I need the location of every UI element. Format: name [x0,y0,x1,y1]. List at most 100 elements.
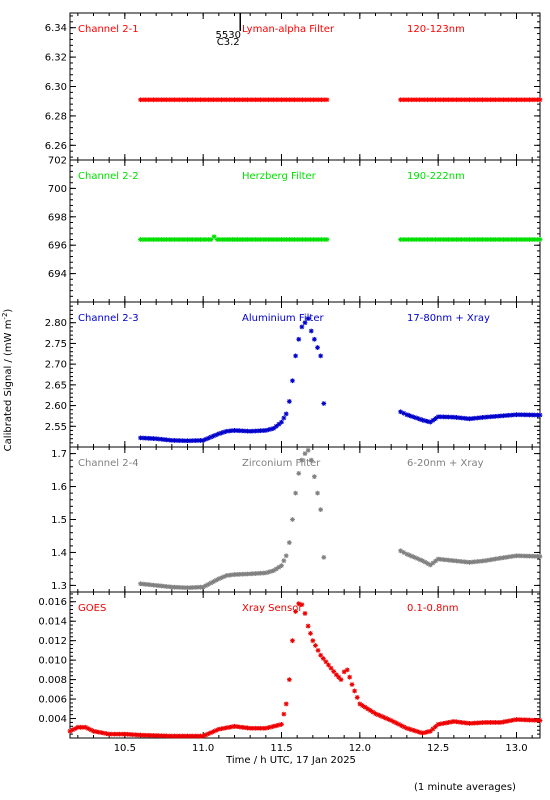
data-point [472,237,478,242]
data-point [529,553,535,559]
data-point [140,732,146,738]
data-point [198,97,203,103]
data-point [276,237,282,242]
data-point [227,237,233,242]
data-point [179,585,185,590]
data-point [411,97,417,103]
data-point [527,97,532,103]
data-point [467,237,472,242]
data-series-2 [398,237,543,242]
data-point [200,733,206,739]
data-point [192,584,198,590]
data-point [469,416,475,421]
data-point [151,97,156,103]
data-point [357,701,363,707]
data-point [156,237,162,242]
channel-label: Channel 2-3 [78,313,139,324]
data-point [143,97,149,103]
data-point [208,580,214,586]
data-point [158,97,164,103]
data-point [511,553,517,559]
y-tick-label: 1.4 [51,548,67,559]
data-point [316,237,322,242]
y-tick-label: 1.5 [51,515,67,526]
data-point [472,97,478,103]
data-point [464,559,470,565]
data-point [213,432,219,438]
data-point [276,564,282,570]
data-point [313,237,319,242]
data-point [216,97,222,103]
data-point [537,97,543,103]
data-point [148,436,154,441]
data-point [72,726,78,731]
data-point [490,237,496,242]
data-point [138,732,143,738]
data-point [398,237,403,242]
data-point [383,715,389,721]
data-point [527,237,532,242]
data-point [498,720,504,725]
data-point [480,237,485,242]
data-point [506,237,512,242]
data-point [247,571,253,577]
data-point [331,669,337,674]
data-point [400,97,406,103]
data-point [140,97,146,103]
data-point [414,97,420,103]
data-point [226,572,232,578]
data-point [252,571,258,576]
data-point [153,436,159,442]
data-point [179,237,185,242]
data-point [203,583,209,589]
data-point [482,414,488,420]
data-point [493,237,499,242]
data-point [122,731,128,737]
data-point [422,418,428,424]
data-point [247,725,253,731]
data-point [408,237,414,242]
data-point [482,558,488,564]
data-point [516,97,522,103]
data-point [268,97,274,103]
data-point [151,582,156,588]
data-point [451,97,457,103]
data-point [153,583,159,588]
data-point [511,412,517,418]
data-point [508,412,514,418]
data-point [498,237,504,242]
data-point [422,730,428,735]
data-point [158,733,164,739]
data-point [417,416,423,422]
y-tick-label: 6.26 [45,141,67,152]
data-point [219,430,224,436]
data-point [109,731,115,737]
data-point [245,97,250,103]
channel-label: Channel 2-2 [78,171,139,182]
data-point [401,550,407,555]
data-point [161,97,167,103]
data-point [284,97,290,103]
data-point [177,733,183,739]
data-point [472,559,478,565]
data-point [297,237,303,242]
data-point [311,237,316,242]
data-point [422,237,428,242]
data-point [245,571,250,577]
data-point [305,316,311,321]
panel-2: 694 696 698 700 702 Channel 2-2 Herzberg Filte… [48,156,543,303]
y-tick-label: 2.65 [45,380,67,391]
data-point [467,416,472,422]
data-point [433,416,438,421]
data-point [416,237,422,242]
data-point [263,570,269,576]
data-point [302,320,308,326]
data-point [519,553,525,559]
data-point [224,725,230,731]
data-point [258,725,264,731]
data-point [271,425,277,431]
y-tick-label: 2.55 [45,422,67,433]
y-tick-label: 1.3 [51,581,67,592]
data-point [527,412,532,418]
data-point [156,733,162,739]
